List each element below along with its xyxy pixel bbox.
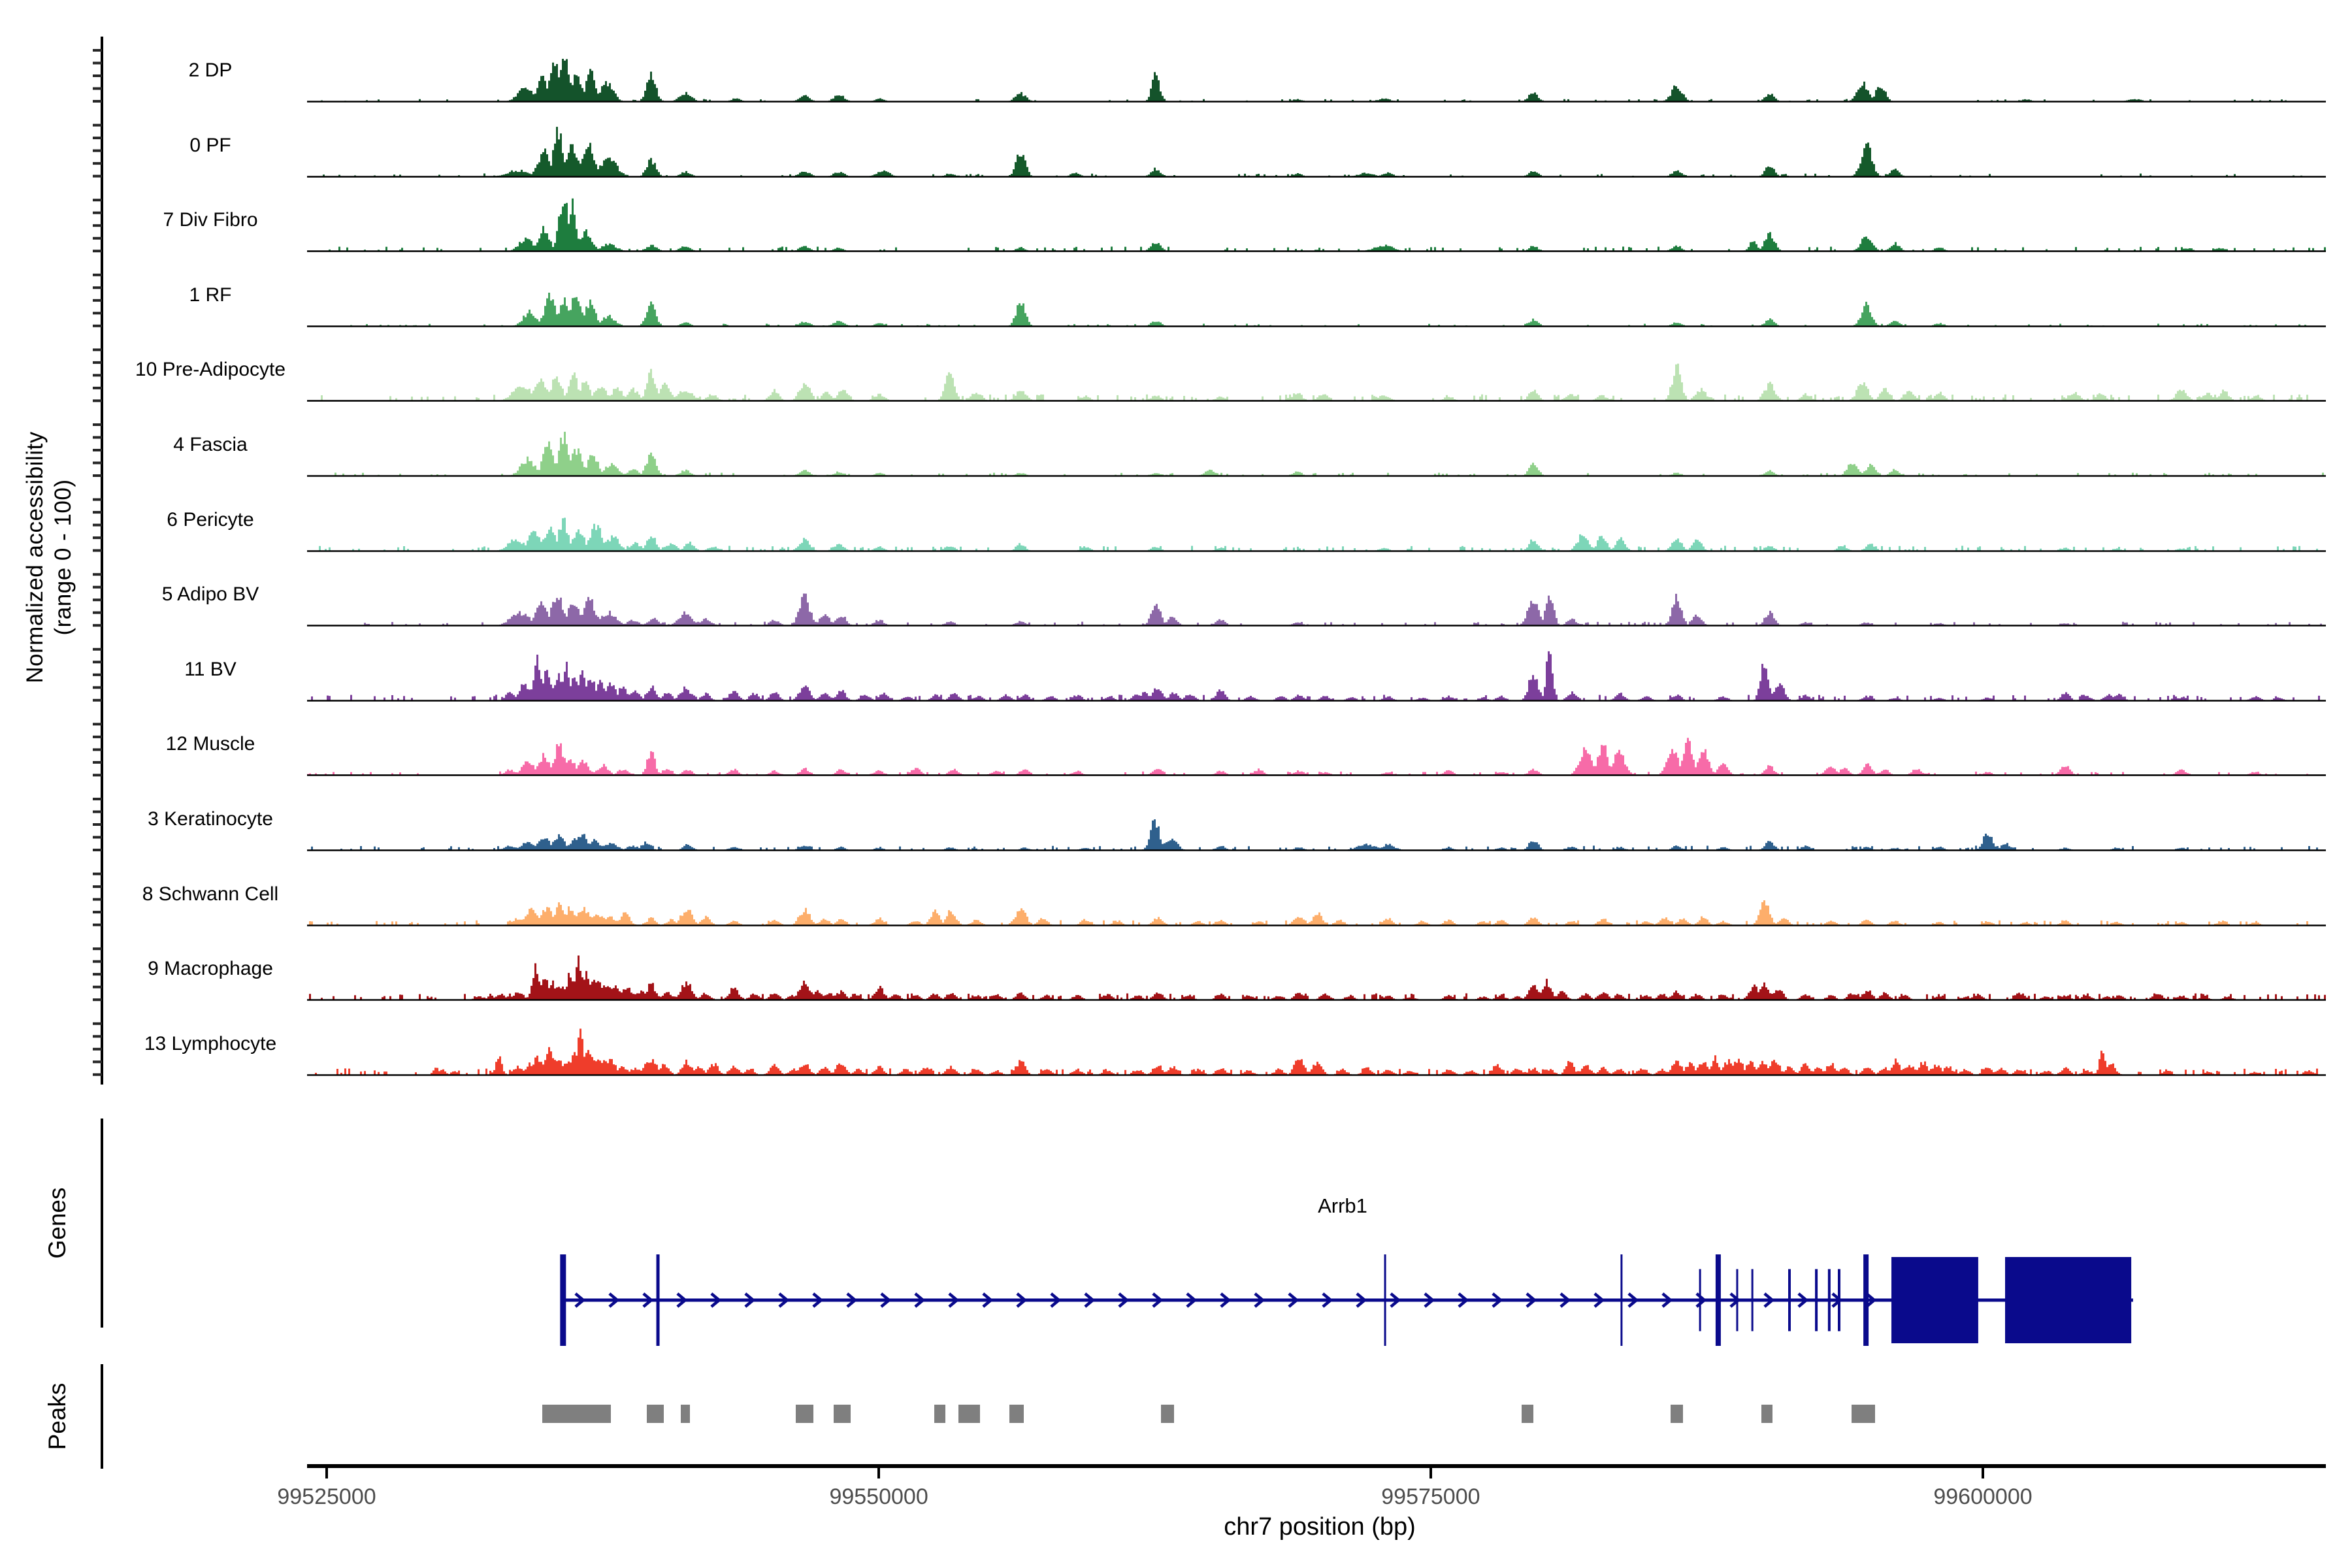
- x-axis-tick: [1429, 1468, 1432, 1478]
- peak-interval: [681, 1405, 690, 1423]
- x-axis-tick-label: 99550000: [829, 1484, 928, 1509]
- track-coverage: [307, 1028, 2326, 1076]
- track-coverage: [307, 363, 2326, 402]
- track-label: 8 Schwann Cell: [142, 883, 279, 905]
- track-label: 10 Pre-Adipocyte: [135, 359, 286, 381]
- x-axis-tick: [325, 1468, 328, 1478]
- x-axis-tick-label: 99575000: [1381, 1484, 1480, 1509]
- gene-name-label: Arrb1: [1318, 1194, 1367, 1217]
- track-coverage: [307, 900, 2326, 926]
- track-coverage: [307, 651, 2326, 702]
- track-label: 12 Muscle: [165, 733, 255, 755]
- peak-interval: [1521, 1405, 1533, 1423]
- track-coverage: [307, 517, 2326, 552]
- x-axis-tick-label: 99600000: [1933, 1484, 2033, 1509]
- x-axis-tick: [1982, 1468, 1984, 1478]
- track-coverage: [307, 59, 2326, 103]
- peaks-section-bracket: [101, 1364, 103, 1469]
- track-coverage: [307, 292, 2326, 327]
- track-label: 3 Keratinocyte: [148, 808, 273, 830]
- peaks-section-label: Peaks: [44, 1382, 71, 1450]
- x-axis-tick-label: 99525000: [277, 1484, 376, 1509]
- peak-interval: [542, 1405, 612, 1423]
- track-coverage: [307, 593, 2326, 627]
- track-label: 4 Fascia: [173, 434, 248, 455]
- track-label: 2 DP: [188, 59, 233, 81]
- peak-interval: [1761, 1405, 1772, 1423]
- accessibility-axis-ruler: [93, 37, 103, 1085]
- track-coverage: [307, 431, 2326, 477]
- track-coverage: [307, 955, 2326, 1001]
- x-axis-line: [307, 1464, 2326, 1468]
- track-coverage: [307, 198, 2326, 252]
- x-axis-title: chr7 position (bp): [1224, 1513, 1416, 1541]
- track-label: 13 Lymphocyte: [144, 1032, 277, 1054]
- peak-interval: [1851, 1405, 1875, 1423]
- genes-section-label: Genes: [44, 1187, 71, 1259]
- x-axis-tick: [877, 1468, 881, 1478]
- genes-section-bracket: [101, 1119, 103, 1328]
- track-label: 1 RF: [189, 284, 232, 306]
- track-label: 11 BV: [184, 658, 237, 680]
- peak-interval: [796, 1405, 813, 1423]
- track-label: 5 Adipo BV: [161, 583, 259, 606]
- peak-interval: [958, 1405, 980, 1423]
- track-coverage: [307, 126, 2326, 178]
- track-label: 6 Pericyte: [167, 508, 254, 531]
- track-label: 9 Macrophage: [148, 958, 273, 980]
- gene-model-track: [560, 1254, 2133, 1346]
- track-coverage: [307, 819, 2326, 851]
- peak-interval: [1009, 1405, 1024, 1423]
- peak-interval: [1161, 1405, 1174, 1423]
- track-label: 0 PF: [189, 134, 231, 156]
- peak-interval: [647, 1405, 664, 1423]
- peak-interval: [1671, 1405, 1684, 1423]
- peak-interval: [833, 1405, 851, 1423]
- peak-interval: [934, 1405, 946, 1423]
- track-coverage: [307, 738, 2326, 777]
- track-label: 7 Div Fibro: [163, 209, 258, 231]
